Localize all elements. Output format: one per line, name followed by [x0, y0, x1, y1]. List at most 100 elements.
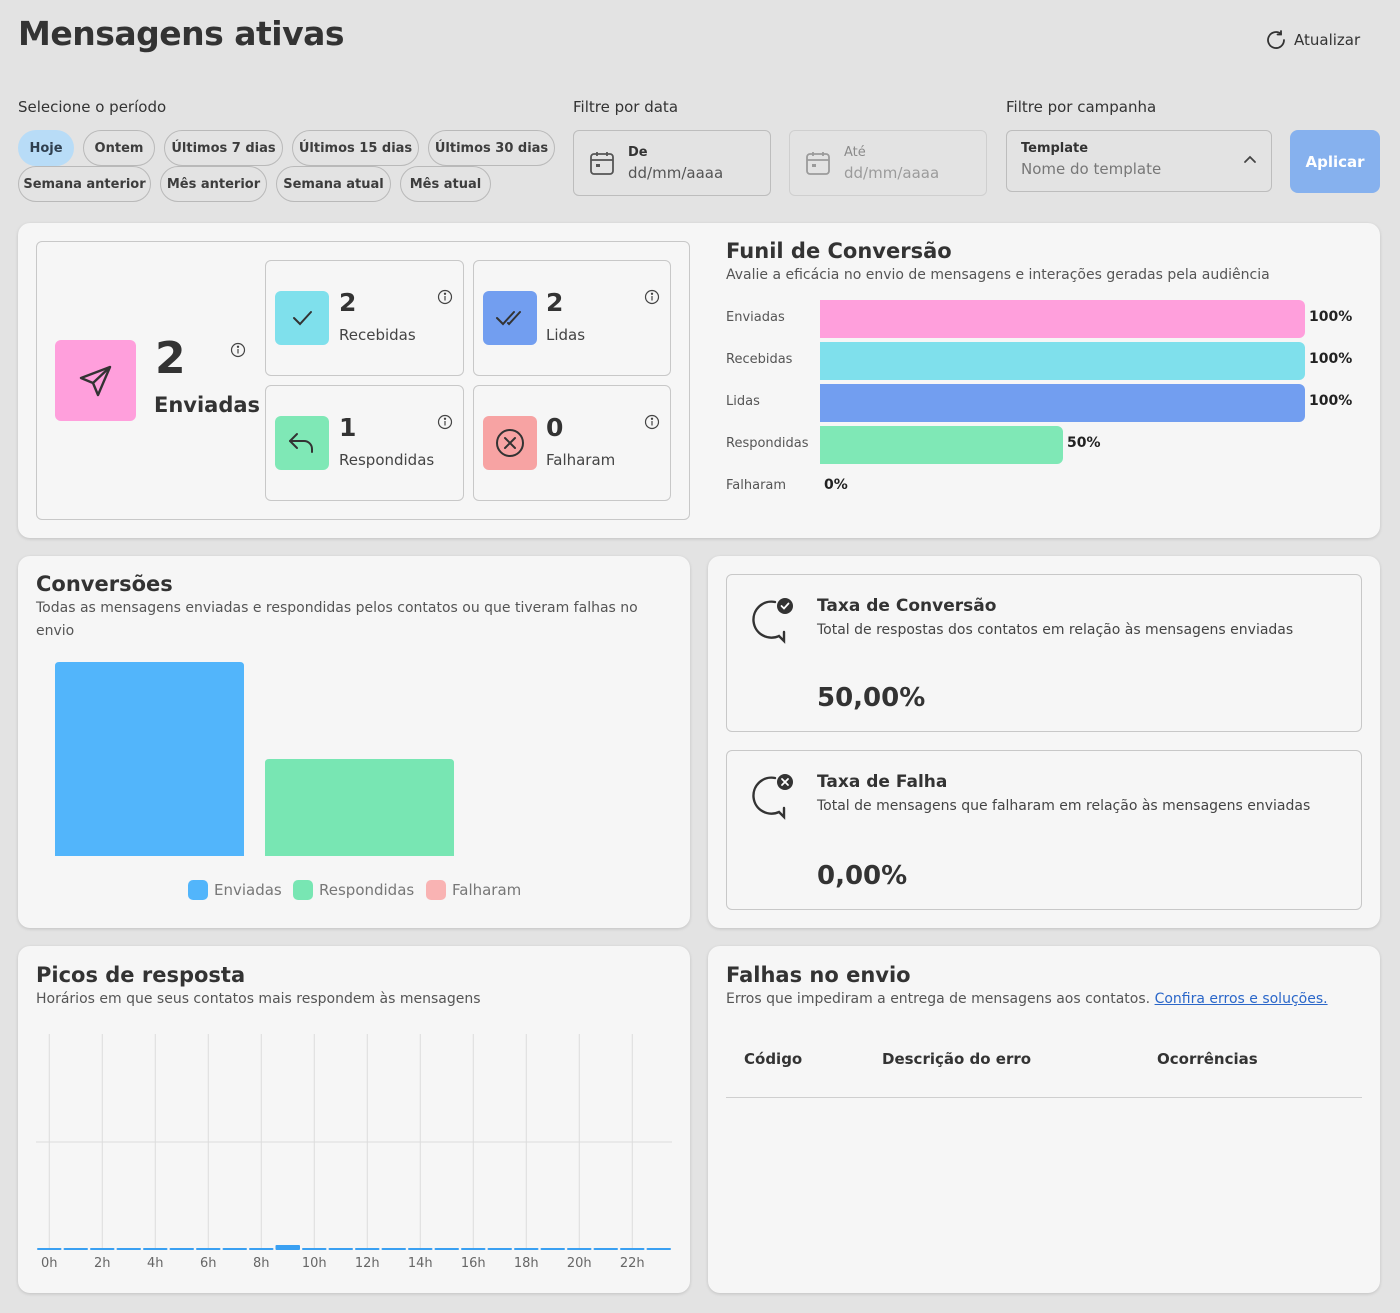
failures-title: Falhas no envio: [726, 963, 911, 987]
peak-bar-6h[interactable]: [196, 1248, 221, 1250]
x-tick-label: 8h: [253, 1256, 270, 1271]
peaks-chart: 0h 2h 4h 6h 8h 10h 12h 14h 16h 18h 20h 22h: [36, 1034, 672, 1271]
info-icon[interactable]: [230, 342, 246, 358]
legend-swatch: [188, 880, 208, 900]
funnel-percent-respondidas: 50%: [1067, 435, 1101, 451]
chip-hoje[interactable]: Hoje: [18, 130, 74, 166]
info-icon[interactable]: [644, 414, 660, 430]
column-header-code[interactable]: Código: [744, 1050, 803, 1068]
chip-ultimos-7-dias[interactable]: Últimos 7 dias: [164, 130, 283, 166]
chip-semana-anterior[interactable]: Semana anterior: [18, 166, 151, 202]
recebidas-tile: [275, 291, 329, 345]
respondidas-tile: [275, 416, 329, 470]
funnel-bar-lidas[interactable]: [820, 384, 1305, 422]
chip-ontem[interactable]: Ontem: [83, 130, 155, 166]
legend-item-falharam[interactable]: Falharam: [426, 880, 521, 900]
bar-respondidas[interactable]: [265, 759, 454, 856]
peak-bar-8h[interactable]: [249, 1248, 274, 1250]
peak-bar-12h[interactable]: [355, 1248, 380, 1250]
legend-item-respondidas[interactable]: Respondidas: [293, 880, 414, 900]
conversions-chart: [55, 662, 454, 856]
failures-subtitle-row: Erros que impediram a entrega de mensage…: [726, 988, 1328, 1011]
peak-bar-13h[interactable]: [381, 1248, 407, 1250]
chip-ultimos-15-dias[interactable]: Últimos 15 dias: [292, 130, 419, 166]
funnel-label-enviadas: Enviadas: [726, 310, 785, 325]
peak-bar-5h[interactable]: [169, 1248, 195, 1250]
refresh-button[interactable]: Atualizar: [1264, 28, 1360, 52]
x-tick-label: 22h: [620, 1256, 645, 1271]
date-to-field[interactable]: Até dd/mm/aaaa: [789, 130, 987, 196]
failure-rate-subtitle: Total de mensagens que falharam em relaç…: [817, 798, 1311, 814]
conversion-rate-title: Taxa de Conversão: [817, 596, 997, 616]
chip-mes-anterior[interactable]: Mês anterior: [160, 166, 267, 202]
funnel-label-falharam: Falharam: [726, 478, 787, 493]
peak-bar-11h[interactable]: [328, 1248, 354, 1250]
peak-bar-17h[interactable]: [487, 1248, 513, 1250]
apply-button[interactable]: Aplicar: [1290, 130, 1380, 193]
info-icon[interactable]: [437, 414, 453, 430]
x-tick-label: 4h: [147, 1256, 164, 1271]
peak-bar-18h[interactable]: [514, 1248, 539, 1250]
peak-bar-9h[interactable]: [275, 1245, 301, 1250]
funnel-bar-recebidas[interactable]: [820, 342, 1305, 380]
legend-item-enviadas[interactable]: Enviadas: [188, 880, 282, 900]
chip-ultimos-30-dias[interactable]: Últimos 30 dias: [428, 130, 555, 166]
column-header-description[interactable]: Descrição do erro: [882, 1050, 1032, 1068]
legend-label: Respondidas: [319, 881, 415, 899]
peak-bar-22h[interactable]: [620, 1248, 645, 1250]
chip-mes-atual[interactable]: Mês atual: [400, 166, 491, 202]
x-tick-label: 2h: [94, 1256, 111, 1271]
funnel-percent-lidas: 100%: [1309, 393, 1353, 409]
funnel-label-lidas: Lidas: [726, 394, 760, 409]
calendar-icon: [590, 152, 614, 175]
peak-bar-4h[interactable]: [143, 1248, 168, 1250]
peak-bar-14h[interactable]: [408, 1248, 433, 1250]
peak-bar-7h[interactable]: [222, 1248, 248, 1250]
failure-rate-value: 0,00%: [817, 861, 908, 891]
refresh-label: Atualizar: [1294, 31, 1361, 49]
period-label: Selecione o período: [18, 98, 167, 116]
info-icon[interactable]: [644, 289, 660, 305]
funnel-percent-enviadas: 100%: [1309, 309, 1353, 325]
date-from-field[interactable]: De dd/mm/aaaa: [573, 130, 771, 196]
peak-bar-3h[interactable]: [116, 1248, 142, 1250]
peak-bar-10h[interactable]: [302, 1248, 327, 1250]
falharam-tile: [483, 416, 537, 470]
enviadas-label: Enviadas: [154, 393, 261, 417]
chip-semana-atual[interactable]: Semana atual: [276, 166, 391, 202]
peak-bar-0h[interactable]: [37, 1248, 62, 1250]
lidas-tile: [483, 291, 537, 345]
peak-bar-19h[interactable]: [540, 1248, 566, 1250]
enviadas-value: 2: [155, 333, 186, 384]
peaks-title: Picos de resposta: [36, 963, 246, 987]
funnel-bar-enviadas[interactable]: [820, 300, 1305, 338]
column-header-occurrences[interactable]: Ocorrências: [1157, 1050, 1258, 1068]
template-select-label: Template: [1021, 141, 1089, 156]
date-to-placeholder: dd/mm/aaaa: [844, 163, 940, 182]
funnel-subtitle: Avalie a eficácia no envio de mensagens …: [726, 267, 1270, 283]
peak-bar-2h[interactable]: [90, 1248, 115, 1250]
funnel-bar-respondidas[interactable]: [820, 426, 1063, 464]
x-tick-label: 14h: [408, 1256, 433, 1271]
funnel-label-recebidas: Recebidas: [726, 352, 793, 367]
recebidas-label: Recebidas: [339, 326, 416, 344]
errors-solutions-link[interactable]: Confira erros e soluções.: [1154, 991, 1328, 1007]
respondidas-label: Respondidas: [339, 451, 435, 469]
peak-bar-16h[interactable]: [461, 1248, 486, 1250]
send-icon: [79, 365, 111, 396]
peak-bar-23h[interactable]: [646, 1248, 672, 1250]
peak-bar-15h[interactable]: [434, 1248, 460, 1250]
page-title: Mensagens ativas: [18, 14, 345, 53]
bar-enviadas[interactable]: [55, 662, 244, 856]
x-tick-label: 0h: [41, 1256, 58, 1271]
template-select[interactable]: Template Nome do template: [1006, 130, 1272, 192]
x-tick-label: 18h: [514, 1256, 539, 1271]
conversions-title: Conversões: [36, 572, 173, 596]
peak-bar-21h[interactable]: [593, 1248, 619, 1250]
date-from-label: De: [628, 144, 648, 160]
info-icon[interactable]: [437, 289, 453, 305]
x-tick-label: 16h: [461, 1256, 486, 1271]
peak-bar-1h[interactable]: [63, 1248, 89, 1250]
peak-bar-20h[interactable]: [567, 1248, 592, 1250]
reply-icon: [289, 433, 313, 453]
